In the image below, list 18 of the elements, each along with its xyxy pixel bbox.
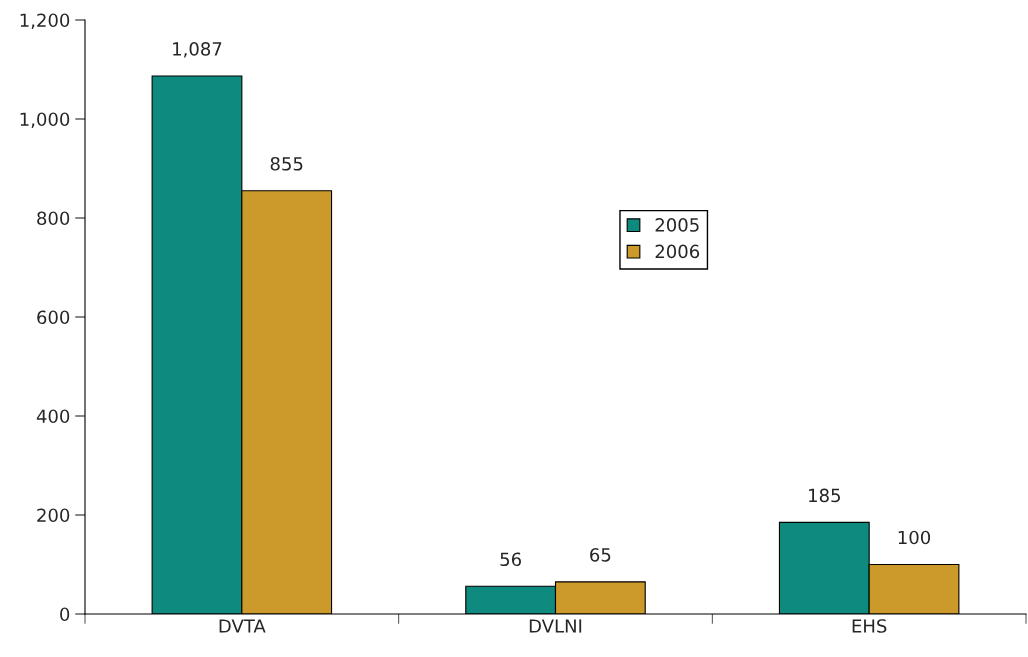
- x-tick-label: DVTA: [219, 619, 266, 633]
- data-label: 100: [898, 530, 931, 545]
- y-tick-label: 1,200: [20, 13, 70, 29]
- data-label: 65: [590, 548, 611, 562]
- x-tick-label: EHS: [852, 619, 887, 633]
- y-tick-label: 200: [37, 508, 70, 523]
- y-tick-label: 600: [37, 310, 70, 325]
- y-tick-label: 400: [36, 409, 70, 424]
- y-tick-label: 0: [60, 607, 70, 622]
- y-tick-label: 800: [37, 211, 70, 226]
- data-label: 855: [270, 156, 303, 171]
- y-tick-label: 1,000: [20, 112, 70, 128]
- data-label: 1,087: [173, 42, 222, 58]
- x-tick-label: DVLNI: [529, 619, 582, 633]
- data-label: 185: [809, 488, 840, 503]
- legend-label: 2006: [655, 244, 700, 259]
- legend-label: 2005: [655, 218, 699, 232]
- data-label: 56: [500, 552, 521, 567]
